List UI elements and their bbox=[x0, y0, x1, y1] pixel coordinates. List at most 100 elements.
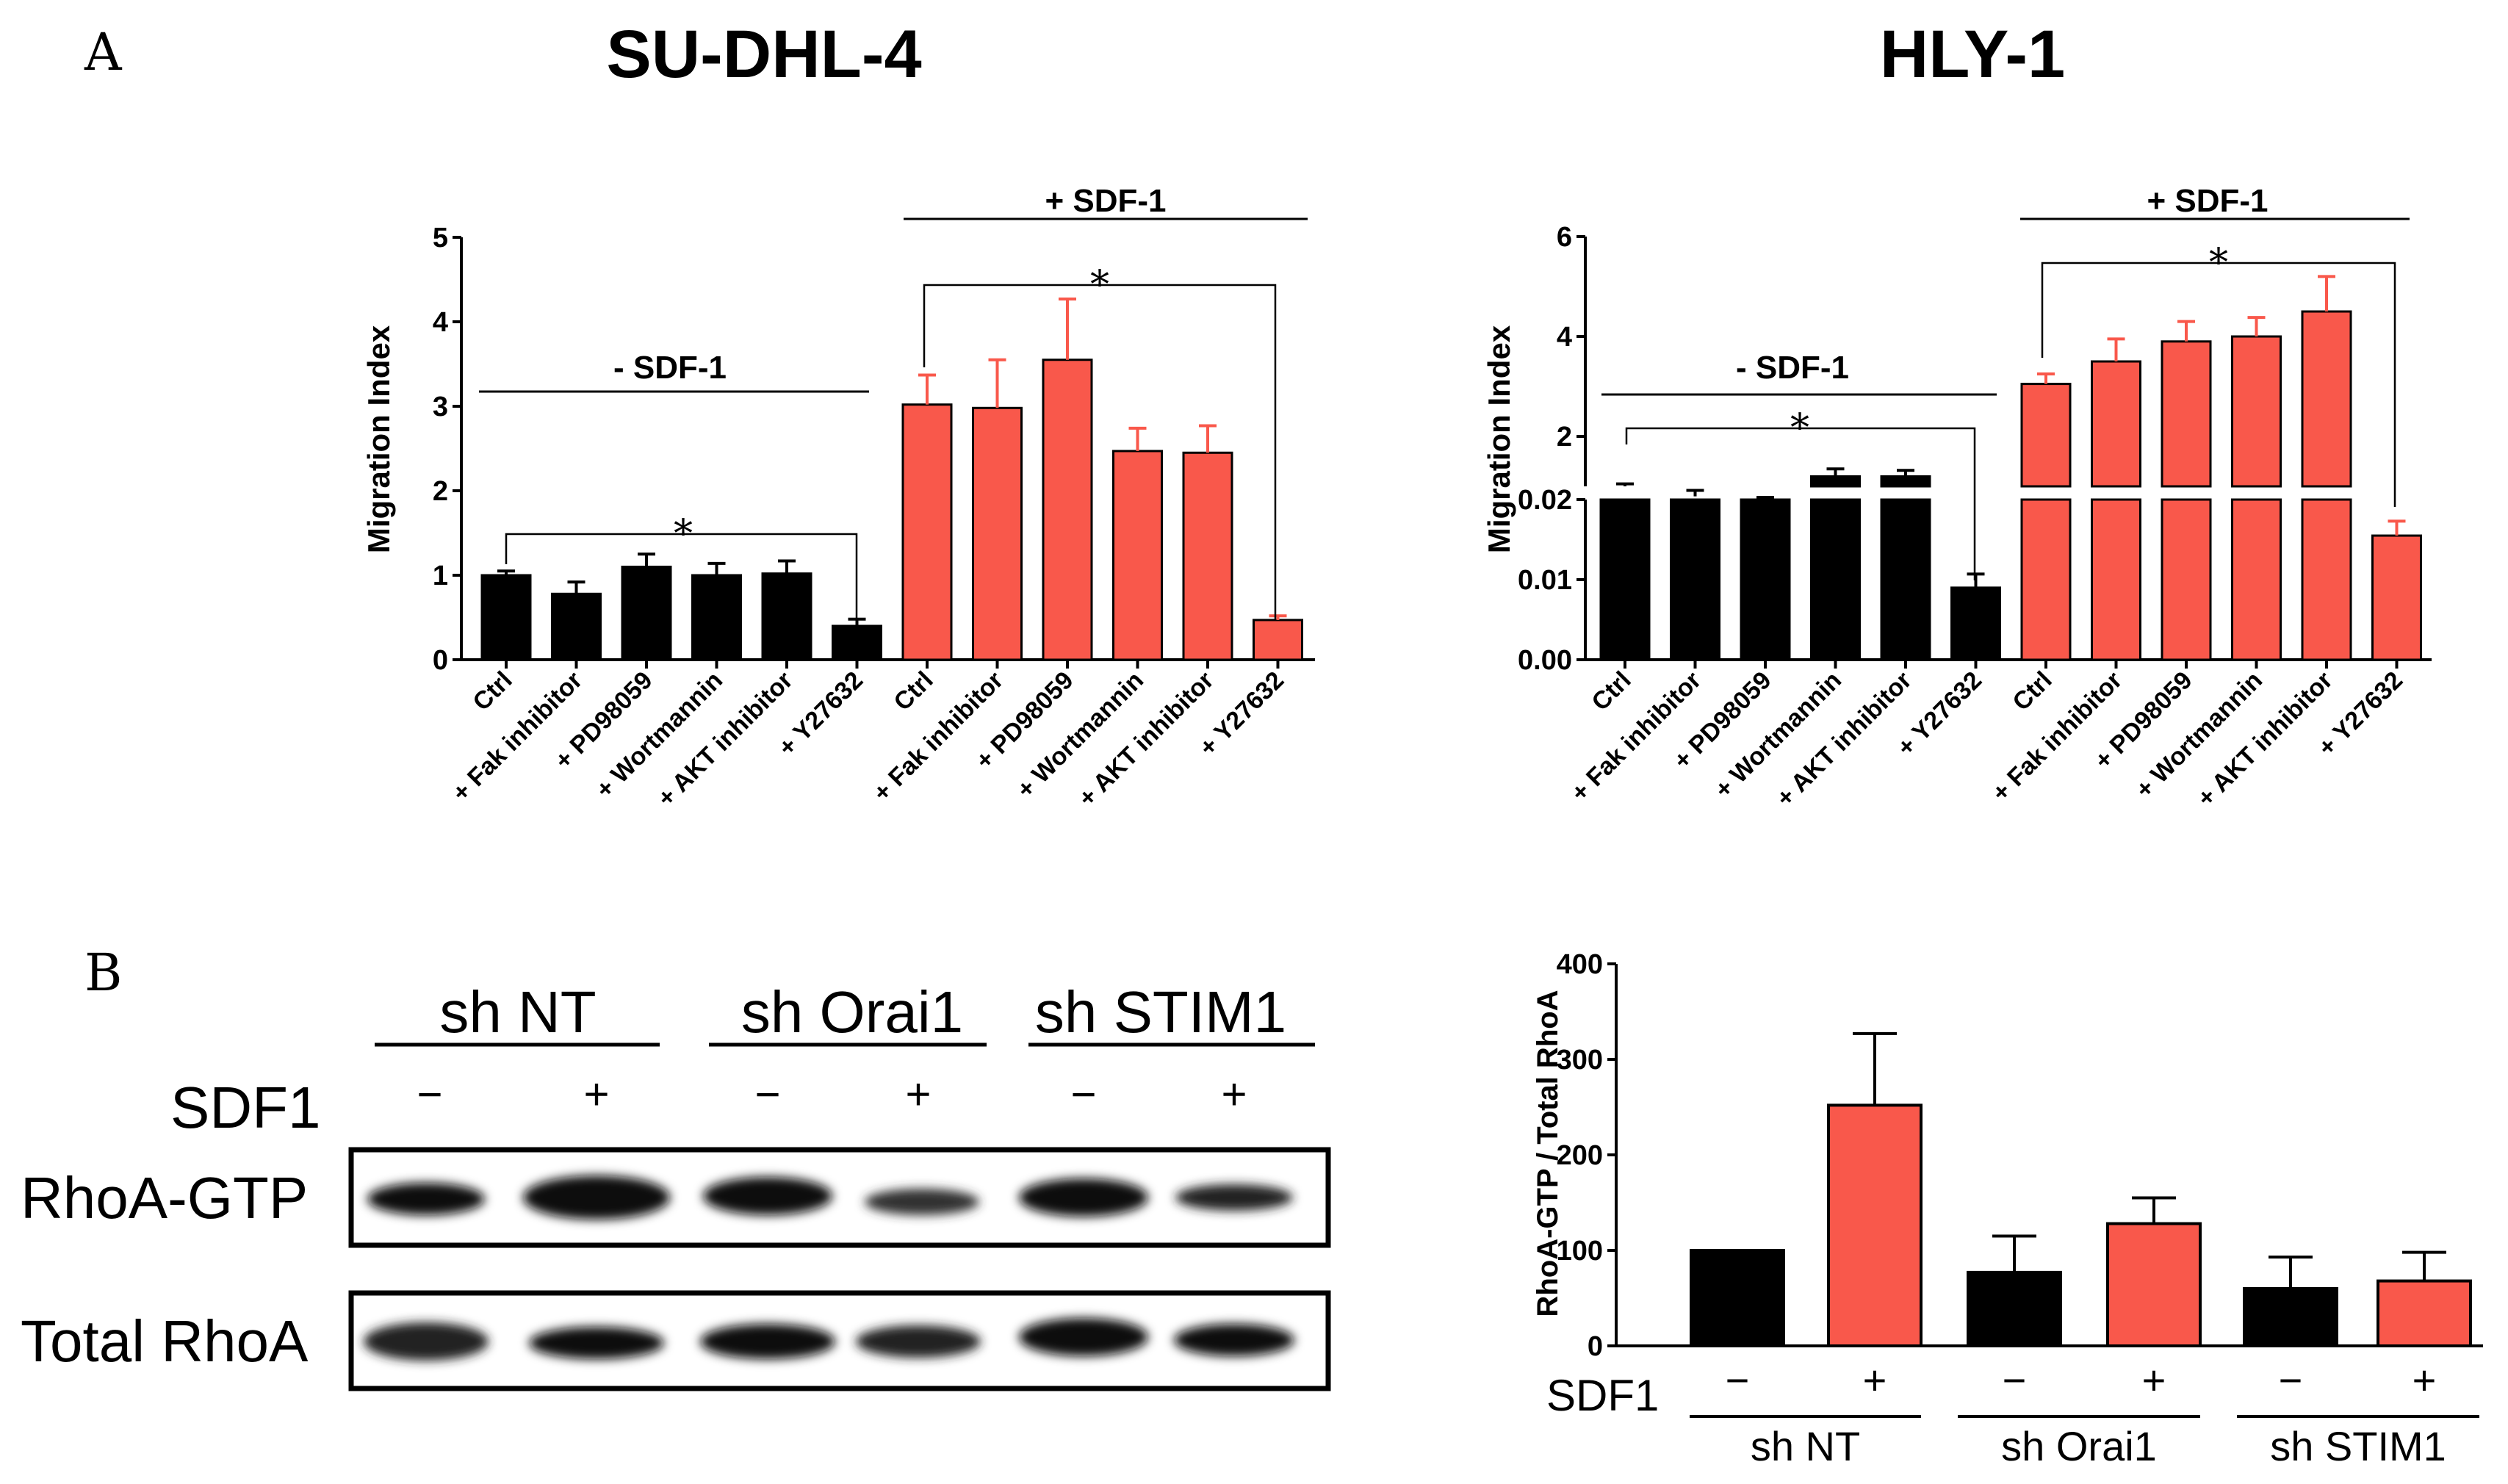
x-tick-label: + Wortmannin bbox=[591, 666, 728, 804]
blot-sdf-sign-6: + bbox=[1221, 1070, 1247, 1119]
y-tick-label: 0.01 bbox=[1518, 565, 1572, 596]
x-tick-label: Ctrl bbox=[467, 666, 517, 716]
bars-hly-1 bbox=[1599, 275, 2422, 661]
band-total-2 bbox=[529, 1327, 664, 1359]
bar-ctrl-lower bbox=[1599, 498, 1651, 661]
y-tick-label: 200 bbox=[1557, 1140, 1603, 1171]
x-tick-label: Ctrl bbox=[1586, 666, 1636, 716]
blot-group-sh-orai1: sh Orai1 bbox=[741, 979, 963, 1045]
bar-sh-stim1-plus bbox=[2377, 1279, 2472, 1347]
y-tick-label: 6 bbox=[1557, 222, 1572, 253]
group-label-sh-stim1: sh STIM1 bbox=[2270, 1423, 2446, 1469]
group-label-plus-sdf-hly: + SDF-1 bbox=[2147, 183, 2268, 219]
blot-row-label-total-rhoa: Total RhoA bbox=[21, 1308, 309, 1374]
x-tick-labels-su-dhl-4: Ctrl+ Fak inhibitor+ PD98059+ Wortmannin… bbox=[447, 666, 1289, 813]
axes-hly-1: 0.00 0.01 0.02 2 4 6 bbox=[1518, 222, 2432, 676]
panel-letter-a: A bbox=[84, 22, 123, 82]
bar-ctrl bbox=[480, 574, 532, 661]
blot-group-sh-stim1: sh STIM1 bbox=[1035, 979, 1286, 1045]
group-label-minus-sdf-hly: - SDF-1 bbox=[1736, 350, 1849, 386]
band-gtp-3 bbox=[703, 1177, 832, 1215]
band-total-5 bbox=[1019, 1318, 1148, 1356]
significance-star-plus: * bbox=[1090, 263, 1109, 307]
bar-sh-nt-minus bbox=[1690, 1249, 1785, 1347]
y-tick-label: 300 bbox=[1557, 1045, 1603, 1076]
blot-sdf-sign-2: + bbox=[583, 1070, 609, 1119]
bar-y27632 bbox=[1253, 619, 1303, 661]
sdf-sign: + bbox=[2412, 1357, 2437, 1403]
bar-fak-inhibitor bbox=[972, 406, 1023, 661]
x-tick-label: + Fak inhibitor bbox=[447, 666, 588, 807]
bar-wortmannin bbox=[1112, 450, 1163, 661]
bar-fak-inhibitor bbox=[551, 592, 602, 661]
bar-fak-inhibitor-lower bbox=[1670, 498, 1720, 661]
bar-akt-inhibitor-lower bbox=[2301, 498, 2352, 661]
bar-wortmannin-upper bbox=[1810, 475, 1861, 488]
band-gtp-2 bbox=[523, 1175, 670, 1220]
significance-bracket-minus-hly bbox=[1625, 427, 1976, 580]
bar-ctrl-lower bbox=[2020, 498, 2072, 661]
rhoa-sdf-signs: − + − + − + bbox=[1726, 1357, 2437, 1403]
x-tick-label: Ctrl bbox=[2007, 666, 2057, 716]
x-tick-label: Ctrl bbox=[888, 666, 938, 716]
y-axis-label-su-dhl-4: Migration Index bbox=[361, 325, 396, 553]
bar-ctrl-upper bbox=[2020, 383, 2072, 488]
bar-sh-stim1-minus bbox=[2243, 1287, 2338, 1347]
bar-akt-inhibitor bbox=[761, 572, 812, 661]
rhoa-sdf-label: SDF1 bbox=[1546, 1371, 1659, 1420]
sdf-sign: − bbox=[2279, 1357, 2303, 1403]
bar-wortmannin-lower bbox=[2231, 498, 2282, 661]
bars-su-dhl-4 bbox=[480, 297, 1303, 661]
blot-sdf-sign-4: + bbox=[905, 1070, 931, 1119]
bar-sh-nt-plus bbox=[1827, 1103, 1923, 1348]
band-total-4 bbox=[856, 1325, 981, 1358]
bar-fak-inhibitor-lower bbox=[2091, 498, 2141, 661]
x-tick-label: + Fak inhibitor bbox=[1565, 666, 1707, 807]
bar-sh-orai1-minus bbox=[1967, 1270, 2062, 1348]
bar-wortmannin-upper bbox=[2231, 335, 2282, 488]
x-tick-label: + Fak inhibitor bbox=[1986, 666, 2127, 807]
band-gtp-4 bbox=[865, 1189, 979, 1215]
significance-star-minus: * bbox=[674, 512, 693, 556]
sdf-sign: − bbox=[1726, 1357, 1750, 1403]
sdf-sign: + bbox=[2142, 1357, 2166, 1403]
y-axis-label-rhoa: RhoA-GTP / Total RhoA bbox=[1532, 990, 1564, 1316]
band-gtp-6 bbox=[1175, 1184, 1293, 1211]
band-total-1 bbox=[364, 1322, 489, 1361]
blot-group-sh-nt: sh NT bbox=[439, 979, 596, 1045]
bar-fak-inhibitor-upper bbox=[2091, 360, 2141, 488]
blot-sdf-sign-1: − bbox=[417, 1070, 442, 1119]
y-tick-label: 1 bbox=[433, 561, 448, 591]
y-tick-label: 4 bbox=[433, 307, 448, 338]
sdf-sign: − bbox=[2003, 1357, 2027, 1403]
blot-strip-total-rhoa bbox=[348, 1290, 1331, 1391]
sdf-sign: + bbox=[1863, 1357, 1887, 1403]
bar-pd98059 bbox=[1042, 359, 1093, 661]
significance-bracket-minus bbox=[505, 533, 858, 632]
y-tick-label: 3 bbox=[433, 392, 448, 422]
blot-sdf-sign-3: − bbox=[754, 1070, 780, 1119]
significance-bracket-plus bbox=[923, 284, 1277, 621]
group-label-sh-nt: sh NT bbox=[1751, 1423, 1860, 1469]
y-tick-label: 5 bbox=[433, 223, 448, 253]
bar-sh-orai1-plus bbox=[2106, 1222, 2202, 1347]
bars-rhoa bbox=[1690, 1031, 2472, 1348]
x-tick-label: + Fak inhibitor bbox=[868, 666, 1009, 807]
x-tick-label: + Wortmannin bbox=[1012, 666, 1149, 804]
band-total-6 bbox=[1174, 1324, 1294, 1356]
y-tick-label: 0.02 bbox=[1518, 485, 1572, 516]
bar-wortmannin bbox=[691, 574, 742, 661]
bar-y27632 bbox=[1950, 586, 2001, 661]
blot-sdf-label: SDF1 bbox=[170, 1075, 321, 1140]
band-gtp-5 bbox=[1019, 1178, 1148, 1217]
bar-wortmannin-lower bbox=[1810, 498, 1861, 661]
bar-pd98059-lower bbox=[1740, 498, 1791, 661]
significance-star-minus-hly: * bbox=[1790, 406, 1809, 450]
blot-strip-rhoa-gtp bbox=[348, 1147, 1331, 1248]
y-tick-label: 0 bbox=[433, 645, 448, 676]
band-gtp-1 bbox=[367, 1183, 485, 1215]
significance-star-plus-hly: * bbox=[2209, 241, 2228, 285]
bar-ctrl bbox=[901, 403, 953, 661]
y-tick-label: 0.00 bbox=[1518, 645, 1572, 676]
